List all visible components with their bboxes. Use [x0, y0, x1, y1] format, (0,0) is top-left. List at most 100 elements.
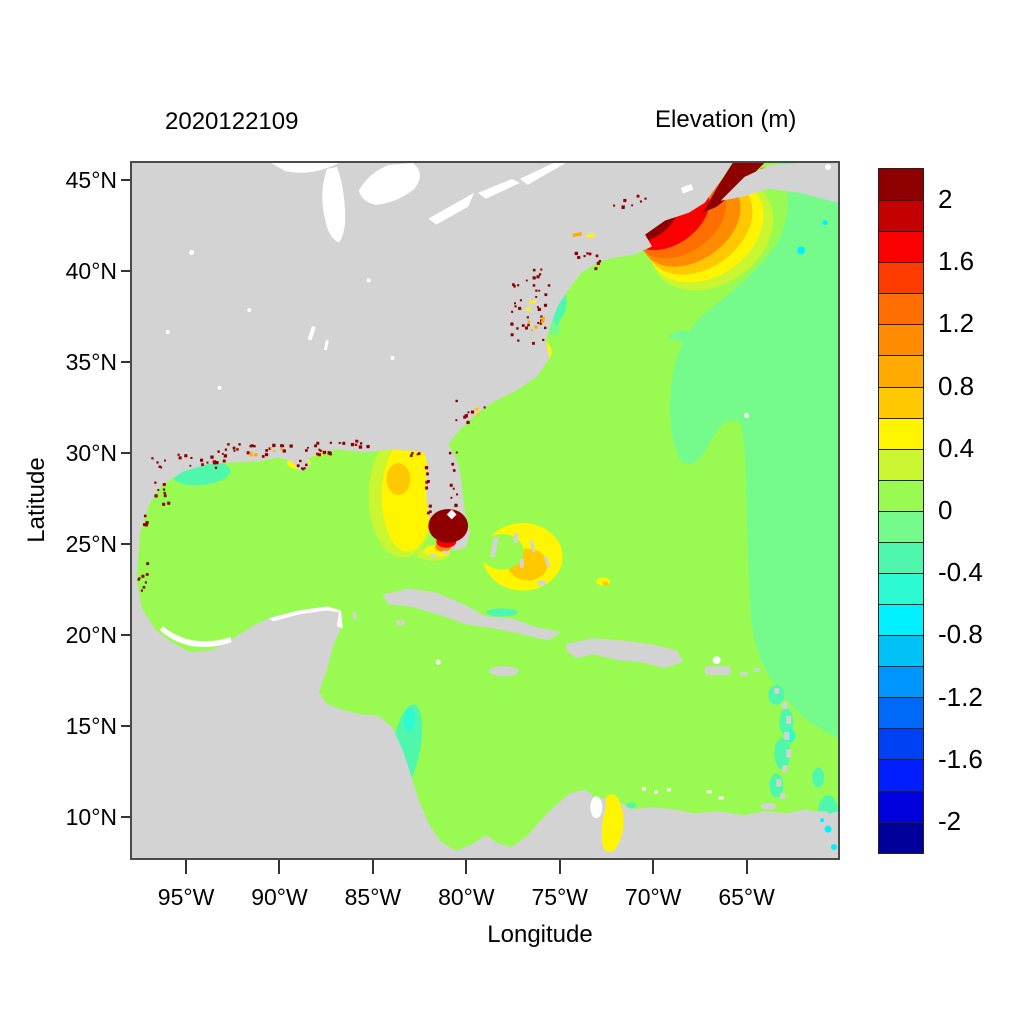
- speckle: [455, 419, 458, 422]
- la-orchila: [718, 796, 724, 800]
- speckle: [534, 325, 538, 329]
- speckle: [464, 414, 469, 418]
- x-axis-tick-label: 65°W: [718, 884, 775, 910]
- colorbar-tick-label: -0.8: [938, 619, 983, 650]
- speckle: [474, 407, 478, 411]
- speckle: [253, 445, 256, 448]
- speckle: [533, 300, 537, 304]
- speckle: [281, 444, 285, 448]
- speckle: [512, 283, 515, 286]
- x-axis-tick: [185, 860, 188, 874]
- colorbar-cell: [879, 635, 923, 667]
- inland-lake-6: [217, 385, 222, 390]
- speckle: [137, 578, 140, 581]
- speckle: [316, 452, 319, 456]
- speckle: [265, 449, 269, 452]
- colorbar-cell: [879, 510, 923, 542]
- li-high-1: [572, 232, 582, 238]
- speckle: [307, 446, 309, 449]
- speckle: [514, 305, 517, 308]
- north-america-land: [132, 163, 838, 858]
- lake-ontario: [478, 178, 520, 199]
- florida-keys: [429, 545, 463, 559]
- speckle: [272, 443, 276, 448]
- speckle: [541, 316, 545, 320]
- speckle: [162, 488, 166, 491]
- speckle: [428, 504, 432, 508]
- speckle: [301, 467, 304, 470]
- speckle: [142, 523, 146, 527]
- speckle: [448, 451, 452, 455]
- speckle: [322, 450, 327, 455]
- speckle: [162, 502, 166, 506]
- cayman: [435, 659, 441, 665]
- grenada-low: [812, 767, 825, 788]
- speckle: [144, 523, 148, 527]
- speckle: [537, 321, 540, 324]
- cape-cod-spit: [680, 184, 694, 194]
- y-axis-tick-label: 40°N: [65, 258, 117, 285]
- inland-lake-4: [247, 308, 252, 313]
- isle-of-youth: [396, 620, 405, 626]
- colorbar-tick-label: 0.4: [938, 432, 975, 463]
- offshore-low-region: [669, 163, 838, 738]
- colorbar-cell: [879, 231, 923, 263]
- speckle: [583, 255, 586, 258]
- speckle: [316, 441, 320, 445]
- speckle: [358, 445, 363, 449]
- speckle: [535, 295, 538, 298]
- speckle: [411, 452, 414, 455]
- speckle: [250, 454, 253, 457]
- lakes-and-nodata: [159, 163, 832, 800]
- y-axis-tick: [121, 725, 130, 728]
- y-axis-tick-label: 20°N: [65, 622, 117, 649]
- x-axis-tick: [278, 860, 281, 874]
- y-axis-tick-label: 30°N: [65, 440, 117, 467]
- hatteras-coastal-teal: [553, 290, 567, 327]
- maracaibo-west-lagoon: [590, 796, 603, 819]
- speckle: [427, 479, 430, 483]
- speckle: [305, 463, 308, 467]
- inland-lake-3: [189, 249, 195, 255]
- speckle: [338, 441, 341, 444]
- speckle: [206, 461, 209, 464]
- speckle: [525, 279, 528, 282]
- speckle: [355, 440, 359, 443]
- inland-lake-8: [165, 330, 170, 335]
- speckle: [426, 472, 429, 476]
- speckle: [586, 252, 589, 255]
- lake-okeechobee: [446, 509, 457, 520]
- speckle: [518, 306, 522, 311]
- speckle: [536, 275, 540, 279]
- speckle: [302, 468, 305, 471]
- speckle: [280, 448, 283, 451]
- speckle: [200, 458, 204, 462]
- speckle: [270, 447, 272, 450]
- speckle: [527, 307, 531, 311]
- speckle: [524, 326, 528, 330]
- orinoco-cyan-1: [824, 825, 832, 833]
- speckle: [519, 299, 522, 302]
- colorbar-cell: [879, 262, 923, 294]
- speckle: [613, 204, 616, 207]
- speckle: [222, 459, 226, 463]
- inland-lake-7: [390, 355, 395, 360]
- inland-lake-2: [323, 339, 329, 351]
- speckle: [141, 574, 145, 578]
- speckle: [319, 449, 322, 452]
- speckle: [452, 487, 455, 490]
- speckle: [221, 452, 224, 455]
- speckle: [214, 466, 218, 469]
- bonaire: [666, 788, 671, 792]
- speckle: [631, 204, 634, 207]
- colorbar-cell: [879, 541, 923, 574]
- speckle: [249, 451, 253, 455]
- speckle: [282, 449, 286, 453]
- speckle: [577, 255, 581, 259]
- trinidad-land: [814, 811, 829, 823]
- speckle: [154, 494, 158, 498]
- margarita-land: [760, 802, 777, 810]
- lake-michigan: [322, 166, 346, 243]
- speckle: [163, 494, 167, 498]
